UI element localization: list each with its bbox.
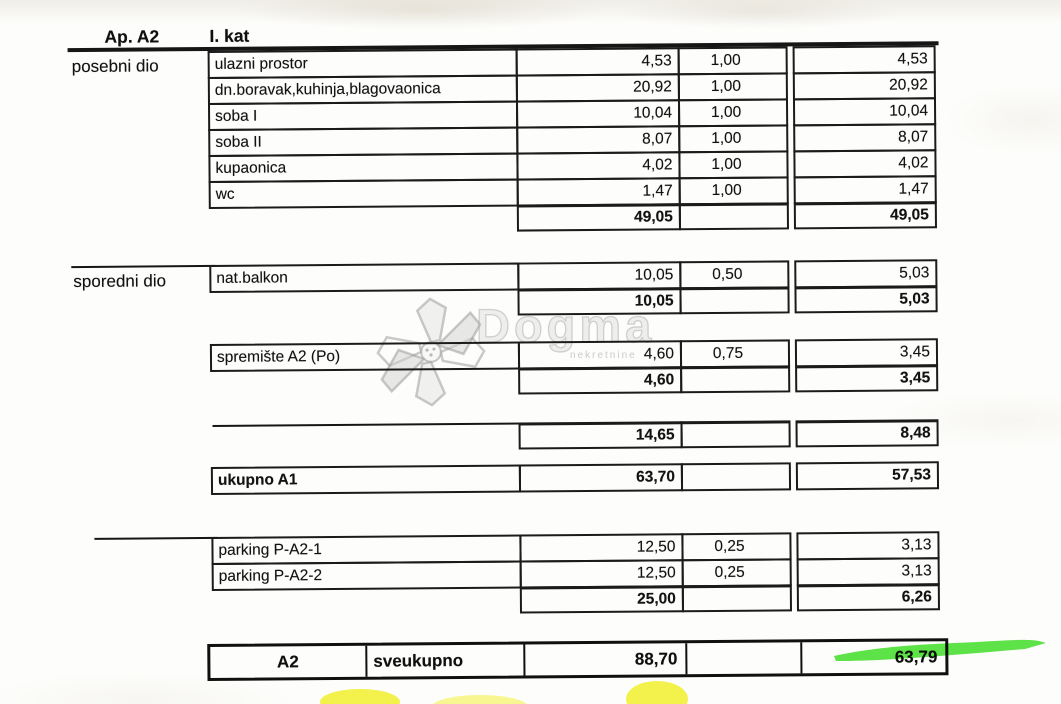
coefficient-cell: 0,25 bbox=[681, 532, 792, 562]
reduced-area-cell: 5,03 bbox=[794, 259, 938, 289]
subtotal-result-cell: 3,45 bbox=[795, 364, 939, 393]
room-name-cell: wc bbox=[208, 178, 519, 209]
room-name-cell: nat.balkon bbox=[209, 262, 520, 293]
dogma-watermark: Dogma nekretnine bbox=[372, 292, 682, 417]
subtotal-result-cell: 49,05 bbox=[793, 201, 937, 230]
subtotal-area-cell: 49,05 bbox=[516, 203, 681, 232]
subtotal-area-cell: 10,05 bbox=[517, 287, 682, 316]
subtotal-coef-cell bbox=[679, 286, 790, 315]
section-label: sporedni dio bbox=[73, 271, 167, 292]
apartment-title: Ap. A2 bbox=[104, 26, 160, 47]
coefficient-cell: 1,00 bbox=[677, 98, 789, 128]
secondary-total-area-cell: 14,65 bbox=[518, 421, 683, 450]
watermark-brand-text: Dogma bbox=[475, 298, 656, 352]
coefficient-cell: 1,00 bbox=[678, 150, 789, 180]
area-value-cell: 12,50 bbox=[519, 559, 684, 589]
coefficient-cell: 0,25 bbox=[681, 558, 792, 588]
total-a1-area-cell: 63,70 bbox=[518, 463, 684, 493]
reduced-area-cell: 3,13 bbox=[796, 557, 940, 587]
area-value-cell: 4,60 bbox=[517, 340, 683, 370]
secondary-total-result-cell: 8,48 bbox=[795, 419, 939, 448]
subtotal-coef-cell bbox=[678, 202, 789, 231]
reduced-area-cell: 1,47 bbox=[793, 175, 937, 205]
area-value-cell: 12,50 bbox=[519, 533, 684, 563]
subtotal-area-cell: 4,60 bbox=[518, 366, 683, 395]
area-value-cell: 4,02 bbox=[516, 151, 681, 181]
area-value-cell: 8,07 bbox=[516, 125, 681, 155]
reduced-area-cell: 10,04 bbox=[792, 97, 937, 127]
total-area-cell: 88,70 bbox=[523, 643, 686, 676]
coefficient-cell: 1,00 bbox=[677, 72, 788, 102]
area-value-cell: 1,47 bbox=[516, 177, 681, 207]
coefficient-cell: 0,75 bbox=[679, 339, 791, 369]
reduced-area-cell: 3,13 bbox=[796, 531, 940, 561]
total-a1-coef-cell bbox=[680, 462, 792, 492]
rule-line bbox=[94, 536, 218, 540]
floor-title: I. kat bbox=[209, 25, 250, 46]
secondary-total-coef-cell bbox=[680, 420, 791, 449]
total-code-cell: A2 bbox=[276, 651, 299, 671]
room-name-cell: parking P-A2-2 bbox=[211, 560, 522, 591]
total-result-cell: 63,79 bbox=[800, 641, 946, 674]
grand-total-row: A2 sveukupno 88,70 63,79 bbox=[207, 638, 949, 682]
subtotal-result-cell: 6,26 bbox=[796, 583, 940, 612]
area-value-cell: 20,92 bbox=[515, 73, 680, 103]
coefficient-cell: 1,00 bbox=[677, 46, 788, 76]
area-value-cell: 10,05 bbox=[517, 261, 682, 291]
reduced-area-cell: 4,02 bbox=[793, 149, 937, 179]
reduced-area-cell: 4,53 bbox=[792, 45, 936, 75]
coefficient-cell: 1,00 bbox=[678, 176, 789, 206]
reduced-area-cell: 3,45 bbox=[794, 338, 939, 368]
subtotal-area-cell: 25,00 bbox=[519, 585, 684, 614]
room-name-cell: spremište A2 (Po) bbox=[209, 341, 521, 372]
section-label: posebni dio bbox=[71, 56, 159, 77]
watermark-sub-text: nekretnine bbox=[570, 350, 637, 361]
rule-line bbox=[71, 264, 216, 269]
total-a1-label-cell: ukupno A1 bbox=[210, 464, 522, 495]
total-a1-result-cell: 57,53 bbox=[795, 461, 940, 491]
flower-pinwheel-icon bbox=[376, 297, 486, 407]
area-value-cell: 4,53 bbox=[515, 47, 680, 77]
total-blank-cell bbox=[685, 642, 801, 675]
subtotal-coef-cell bbox=[681, 584, 792, 613]
reduced-area-cell: 20,92 bbox=[792, 71, 936, 101]
coefficient-cell: 1,00 bbox=[678, 124, 789, 154]
rule-line bbox=[212, 422, 523, 427]
reduced-area-cell: 8,07 bbox=[793, 123, 937, 153]
subtotal-coef-cell bbox=[680, 365, 791, 394]
subtotal-result-cell: 5,03 bbox=[794, 285, 938, 314]
total-label-cell: sveukupno bbox=[365, 644, 524, 677]
area-value-cell: 10,04 bbox=[515, 99, 681, 129]
coefficient-cell: 0,50 bbox=[679, 260, 790, 290]
